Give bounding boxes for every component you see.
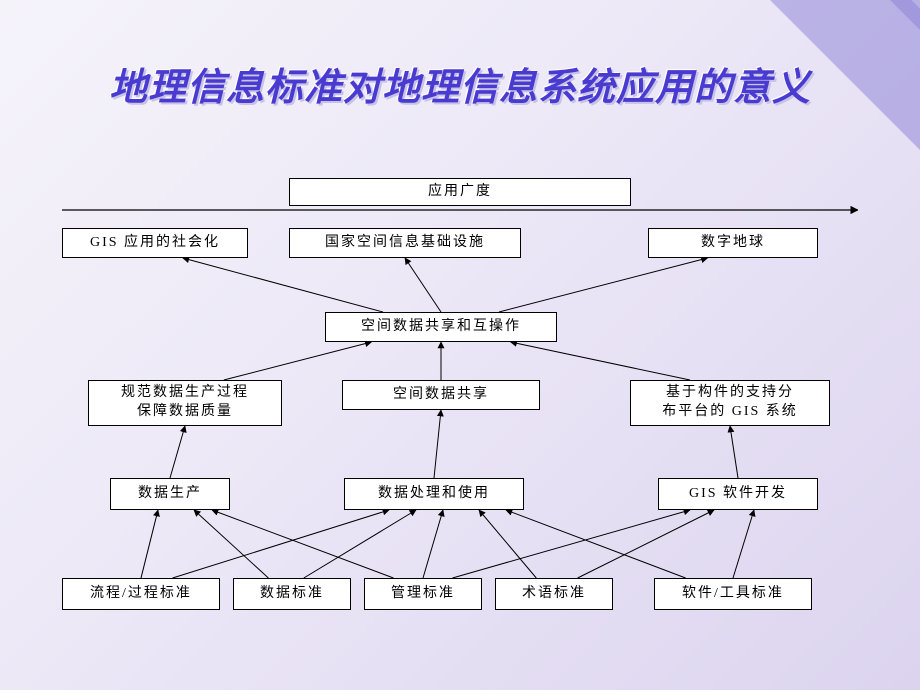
node-n1a: GIS 应用的社会化 <box>62 228 248 258</box>
edge <box>733 510 754 578</box>
node-label: 术语标准 <box>522 585 586 604</box>
edge <box>511 342 690 380</box>
node-label: 空间数据共享和互操作 <box>361 318 521 337</box>
slide: 地理信息标准对地理信息系统应用的意义 应用广度 GIS 应用的社会化 国家空间信息基… <box>0 0 920 690</box>
slide-title: 地理信息标准对地理信息系统应用的意义 <box>0 56 920 111</box>
edge <box>141 510 158 578</box>
node-n5a: 流程/过程标准 <box>62 578 220 610</box>
edge <box>170 426 185 478</box>
node-n4c: GIS 软件开发 <box>658 478 818 510</box>
node-label: 数据处理和使用 <box>378 485 490 504</box>
edge <box>304 510 416 578</box>
flowchart-diagram: 应用广度 GIS 应用的社会化 国家空间信息基础设施 数字地球空间数据共享和互操作规范… <box>62 178 858 646</box>
edge <box>405 258 441 312</box>
edge <box>224 342 372 380</box>
node-n5e: 软件/工具标准 <box>654 578 812 610</box>
node-label: 流程/过程标准 <box>90 585 192 604</box>
node-app_scope: 应用广度 <box>289 178 631 206</box>
node-label: 基于构件的支持分 布平台的 GIS 系统 <box>662 384 798 422</box>
node-label: 国家空间信息基础设施 <box>325 234 485 253</box>
edge <box>479 510 536 578</box>
node-n1c: 数字地球 <box>648 228 818 258</box>
node-label: GIS 软件开发 <box>689 485 787 504</box>
node-n3b: 空间数据共享 <box>342 380 540 410</box>
node-label: 数字地球 <box>701 234 765 253</box>
edge <box>499 258 708 312</box>
node-label: 管理标准 <box>391 585 455 604</box>
edge <box>173 510 389 578</box>
node-label: GIS 应用的社会化 <box>90 234 220 253</box>
node-n5b: 数据标准 <box>233 578 351 610</box>
edge <box>423 510 443 578</box>
edge <box>578 510 714 578</box>
node-n2: 空间数据共享和互操作 <box>325 312 557 342</box>
node-label: 应用广度 <box>428 183 492 202</box>
edge <box>453 510 691 578</box>
edge <box>212 510 394 578</box>
node-n3a: 规范数据生产过程 保障数据质量 <box>88 380 282 426</box>
edge <box>183 258 383 312</box>
node-n1b: 国家空间信息基础设施 <box>289 228 521 258</box>
node-n5c: 管理标准 <box>364 578 482 610</box>
node-n4b: 数据处理和使用 <box>344 478 524 510</box>
edge <box>434 410 441 478</box>
node-label: 空间数据共享 <box>393 386 489 405</box>
node-label: 规范数据生产过程 保障数据质量 <box>121 384 249 422</box>
node-n5d: 术语标准 <box>495 578 613 610</box>
node-n3c: 基于构件的支持分 布平台的 GIS 系统 <box>630 380 830 426</box>
edge <box>194 510 268 578</box>
node-n4a: 数据生产 <box>110 478 230 510</box>
node-label: 数据生产 <box>138 485 202 504</box>
edge <box>506 510 686 578</box>
node-label: 软件/工具标准 <box>682 585 784 604</box>
edge <box>730 426 738 478</box>
node-label: 数据标准 <box>260 585 324 604</box>
